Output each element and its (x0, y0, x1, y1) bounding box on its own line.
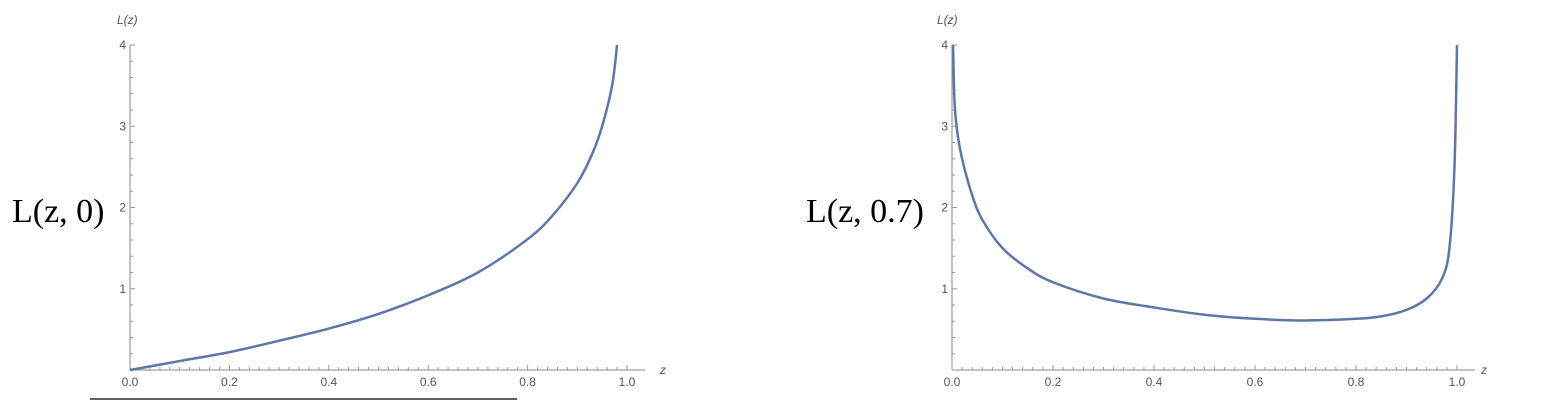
x-axis-title: z (659, 363, 666, 377)
x-tick-label: 0.4 (1146, 375, 1163, 389)
x-axis-title: z (1480, 363, 1487, 377)
y-axis-title: L(z) (937, 13, 958, 27)
y-tick-label: 4 (941, 38, 948, 52)
chart-left: L(z, 0) 0.0 0.2 0.4 0.6 0.8 1.0 1 2 3 4 L(z) z (12, 13, 666, 389)
x-tick-label: 0.4 (320, 375, 337, 389)
chart-right: L(z, 0.7) 0.0 0.2 0.4 0.6 0.8 1.0 1 2 3 4 L(z) z (806, 13, 1487, 389)
series-line (129, 44, 619, 372)
x-tick-label: 0.8 (519, 375, 536, 389)
side-label: L(z, 0.7) (806, 193, 924, 230)
y-tick-label: 4 (119, 38, 126, 52)
y-tick-label: 2 (119, 201, 126, 215)
x-tick-label: 0.6 (1247, 375, 1264, 389)
y-tick-label: 2 (941, 201, 948, 215)
x-tick-label: 0.0 (122, 375, 139, 389)
y-tick-label: 1 (119, 282, 126, 296)
x-tick-label: 0.8 (1348, 375, 1365, 389)
x-tick-label: 0.2 (221, 375, 238, 389)
x-tick-label: 0.6 (420, 375, 437, 389)
y-axis-title: L(z) (117, 13, 138, 27)
side-label: L(z, 0) (12, 193, 105, 230)
x-tick-label: 1.0 (619, 375, 636, 389)
x-tick-label: 0.0 (944, 375, 961, 389)
y-tick-label: 3 (119, 119, 126, 133)
y-tick-label: 1 (941, 282, 948, 296)
series-line (951, 44, 1459, 322)
y-tick-label: 3 (941, 119, 948, 133)
x-tick-label: 1.0 (1449, 375, 1466, 389)
x-tick-label: 0.2 (1045, 375, 1062, 389)
